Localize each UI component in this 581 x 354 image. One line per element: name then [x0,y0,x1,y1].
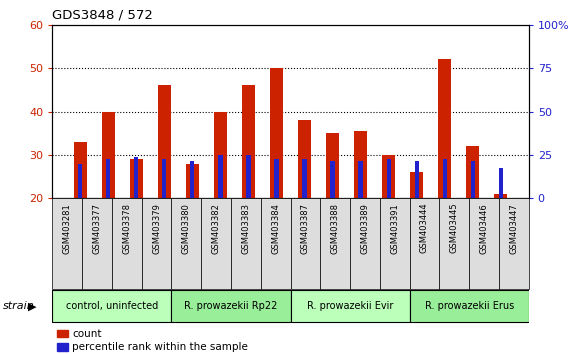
Bar [410,172,423,198]
Bar [410,290,529,322]
Bar [499,198,529,289]
Bar [171,198,201,289]
Text: GSM403384: GSM403384 [271,203,280,253]
Bar [439,59,451,198]
Text: GSM403447: GSM403447 [510,203,518,253]
Text: GSM403377: GSM403377 [92,203,102,254]
Bar [498,168,503,198]
Bar [142,198,171,289]
Bar [327,133,339,198]
Bar [410,198,439,289]
Text: R. prowazekii Rp22: R. prowazekii Rp22 [184,301,278,311]
Text: GSM403445: GSM403445 [450,203,459,253]
Text: GSM403444: GSM403444 [420,203,429,253]
Bar [471,161,475,198]
Bar [331,161,335,198]
Bar [290,290,410,322]
Bar [82,198,112,289]
Text: GSM403379: GSM403379 [152,203,161,253]
Text: GSM403281: GSM403281 [63,203,71,253]
Text: GSM403387: GSM403387 [301,203,310,254]
Text: control, uninfected: control, uninfected [66,301,158,311]
Bar [134,157,138,198]
Bar [74,142,87,198]
Bar [350,198,380,289]
Text: GSM403388: GSM403388 [331,203,340,254]
Text: GDS3848 / 572: GDS3848 / 572 [52,9,153,22]
Bar [78,164,83,198]
Bar [380,198,410,289]
Text: ▶: ▶ [28,301,36,311]
Text: R. prowazekii Evir: R. prowazekii Evir [307,301,393,311]
Bar [231,198,261,289]
Text: GSM403382: GSM403382 [211,203,221,253]
Bar [469,198,499,289]
Bar [242,85,254,198]
Bar [191,161,195,198]
Bar [270,68,283,198]
Bar [52,198,82,289]
Text: GSM403391: GSM403391 [390,203,399,253]
Bar [158,85,171,198]
Bar [443,159,447,198]
Bar [102,112,114,198]
Bar [439,198,469,289]
Bar [186,164,199,198]
Bar [130,159,142,198]
Bar [214,112,227,198]
Bar [112,198,142,289]
Bar [290,198,320,289]
Bar [320,198,350,289]
Bar [274,159,278,198]
Text: GSM403383: GSM403383 [241,203,250,254]
Text: R. prowazekii Erus: R. prowazekii Erus [425,301,514,311]
Bar [298,120,311,198]
Text: strain: strain [3,301,35,311]
Bar [218,155,223,198]
Text: GSM403378: GSM403378 [122,203,131,254]
Bar [246,155,250,198]
Bar [171,290,290,322]
Bar [261,198,290,289]
Bar [303,159,307,198]
Legend: count, percentile rank within the sample: count, percentile rank within the sample [58,329,248,352]
Text: GSM403446: GSM403446 [479,203,489,253]
Bar [494,194,507,198]
Bar [382,155,395,198]
Bar [354,131,367,198]
Bar [162,159,166,198]
Bar [52,290,171,322]
Bar [415,161,419,198]
Text: GSM403380: GSM403380 [182,203,191,253]
Bar [467,146,479,198]
Text: GSM403389: GSM403389 [360,203,370,253]
Bar [386,159,390,198]
Bar [358,161,363,198]
Bar [201,198,231,289]
Bar [106,159,110,198]
